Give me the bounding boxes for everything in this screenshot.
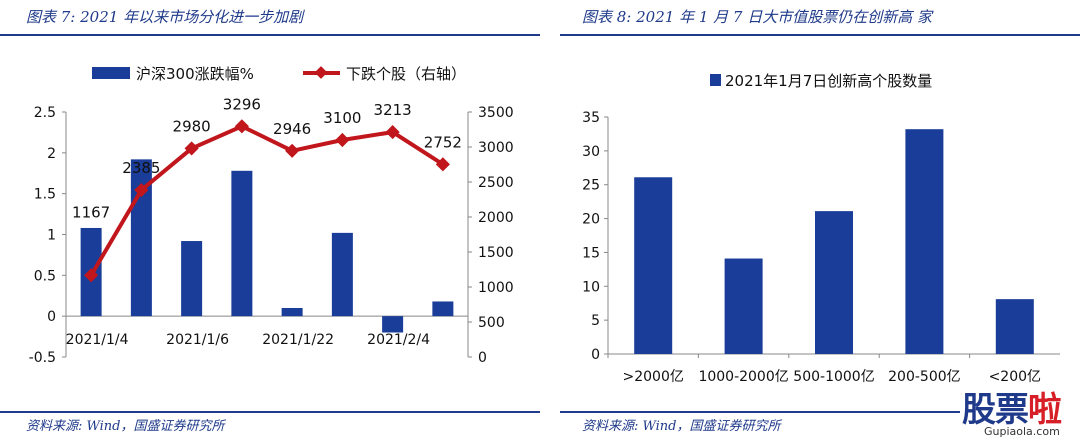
y-tick-label: 20 xyxy=(582,212,600,228)
x-tick-label: 2021/2/4 xyxy=(367,332,430,348)
declining-stocks-data-label: 2385 xyxy=(122,159,160,177)
hs300-bar xyxy=(181,241,203,317)
declining-stocks-point xyxy=(184,141,199,156)
right-y-tick-label: 3500 xyxy=(478,105,514,121)
new-high-count-bar xyxy=(724,258,763,354)
left-y-tick-label: 2 xyxy=(47,146,56,162)
left-y-tick-label: -0.5 xyxy=(29,350,56,366)
left-y-tick-label: 0 xyxy=(47,309,56,325)
left-y-tick-label: 1.5 xyxy=(34,187,56,203)
x-tick-label: 2021/1/4 xyxy=(66,332,129,348)
legend-bar-swatch xyxy=(92,67,130,79)
right-y-tick-label: 1500 xyxy=(478,245,514,261)
x-tick-label: 2021/1/22 xyxy=(262,332,334,348)
left-chart-panel: 图表 7: 2021 年以来市场分化进一步加剧 -0.5 0 0.5 1 1.5 2 2.5… xyxy=(0,8,540,434)
new-high-count-bar xyxy=(995,299,1034,354)
left-y-tick-label: 1 xyxy=(47,228,56,244)
declining-stocks-data-label: 1167 xyxy=(72,203,110,221)
legend-line-label: 下跌个股（右轴） xyxy=(346,65,466,83)
legend-swatch xyxy=(710,74,721,86)
left-y-tick-label: 0.5 xyxy=(34,268,56,284)
x-tick-label: >2000亿 xyxy=(623,369,684,385)
right-figure-title: 图表 8: 2021 年 1 月 7 日大市值股票仍在创新高 家 xyxy=(582,8,933,26)
hs300-bar xyxy=(382,316,404,333)
declining-stocks-data-label: 3100 xyxy=(323,109,361,127)
declining-stocks-point xyxy=(84,268,99,283)
declining-stocks-point xyxy=(285,143,300,158)
left-combo-chart: -0.5 0 0.5 1 1.5 2 2.5 0 500 1000 1500 2000 2500 3000… xyxy=(29,65,514,366)
hs300-bar xyxy=(432,301,454,317)
new-high-count-bar xyxy=(634,177,673,354)
watermark-logo-text: 股票啦 xyxy=(962,390,1062,430)
y-tick-label: 10 xyxy=(582,279,600,295)
declining-stocks-data-label: 2980 xyxy=(173,117,211,135)
x-tick-label: 1000-2000亿 xyxy=(698,369,788,385)
new-high-count-bar xyxy=(815,211,853,354)
legend-bar-label: 沪深300涨跌幅% xyxy=(136,65,254,83)
hs300-bar xyxy=(231,170,253,317)
y-tick-label: 0 xyxy=(591,347,600,363)
y-tick-label: 30 xyxy=(582,144,600,160)
y-tick-label: 5 xyxy=(591,313,600,329)
hs300-bar xyxy=(281,308,303,317)
right-y-tick-label: 500 xyxy=(478,315,505,331)
x-tick-label: 2021/1/6 xyxy=(166,332,229,348)
declining-stocks-data-label: 3296 xyxy=(223,95,261,113)
declining-stocks-point xyxy=(335,132,350,148)
watermark-site-text: Gupiaola.com xyxy=(984,425,1060,438)
right-y-tick-label: 0 xyxy=(478,350,487,366)
declining-stocks-point xyxy=(234,119,249,134)
left-top-rule xyxy=(0,34,540,36)
x-tick-label: 500-1000亿 xyxy=(793,369,874,385)
y-tick-label: 25 xyxy=(582,178,600,194)
right-y-tick-label: 1000 xyxy=(478,280,514,296)
x-tick-label: <200亿 xyxy=(989,369,1041,385)
left-figure-title: 图表 7: 2021 年以来市场分化进一步加剧 xyxy=(26,8,304,26)
hs300-bar xyxy=(331,232,353,317)
right-bar-chart: 0 5 10 15 20 25 30 35 >2000亿 1000-2000亿 500-1000亿 2… xyxy=(582,72,1060,385)
gupiaola-watermark-logo: 股票啦 Gupiaola.com xyxy=(962,382,1078,440)
declining-stocks-point xyxy=(385,125,400,140)
declining-stocks-point xyxy=(435,157,450,172)
right-y-tick-label: 2000 xyxy=(478,210,514,226)
declining-stocks-line xyxy=(89,124,444,277)
right-y-tick-label: 2500 xyxy=(478,175,514,191)
legend-line-marker xyxy=(314,66,328,79)
y-tick-label: 15 xyxy=(582,245,600,261)
right-source-note: 资料来源: Wind，国盛证券研究所 xyxy=(582,419,781,434)
right-y-tick-label: 3000 xyxy=(478,140,514,156)
y-tick-label: 35 xyxy=(582,110,600,126)
left-bottom-rule xyxy=(0,411,540,413)
left-y-tick-label: 2.5 xyxy=(34,105,56,121)
right-bottom-rule xyxy=(560,411,960,413)
declining-stocks-data-label: 2946 xyxy=(273,120,311,138)
new-high-count-bar xyxy=(905,129,944,354)
declining-stocks-point xyxy=(134,182,149,198)
right-top-rule xyxy=(560,34,1080,36)
right-chart-panel: 图表 8: 2021 年 1 月 7 日大市值股票仍在创新高 家 0 5 10 15 2… xyxy=(560,0,1080,442)
left-source-note: 资料来源: Wind，国盛证券研究所 xyxy=(26,419,225,434)
legend-label: 2021年1月7日创新高个股数量 xyxy=(725,72,932,90)
x-tick-label: 200-500亿 xyxy=(888,369,961,385)
declining-stocks-data-label: 2752 xyxy=(424,133,462,151)
declining-stocks-data-label: 3213 xyxy=(374,101,412,119)
